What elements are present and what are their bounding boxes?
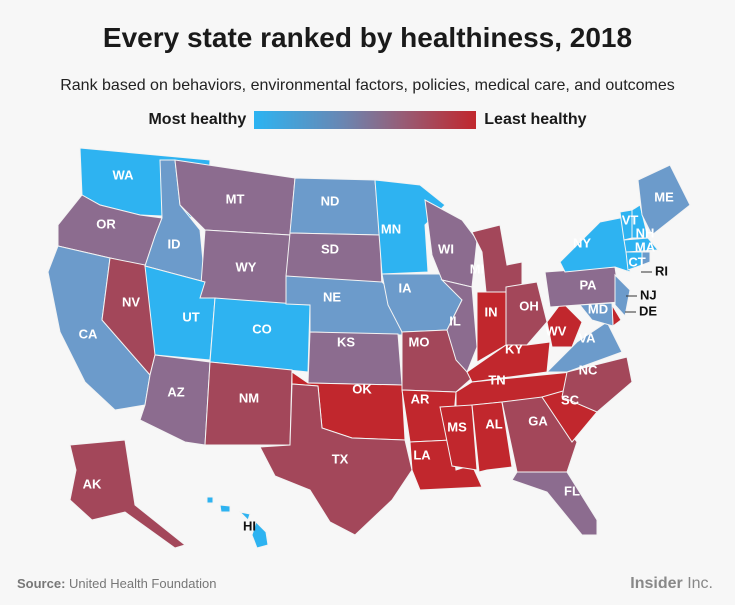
state-label-de: DE	[639, 303, 657, 318]
state-nm	[204, 361, 293, 446]
state-label-il: IL	[449, 313, 461, 328]
state-fl	[511, 471, 598, 536]
state-label-hi: HI	[243, 518, 256, 533]
state-al	[471, 401, 513, 473]
state-label-sd: SD	[321, 241, 339, 256]
source: Source: United Health Foundation	[17, 576, 216, 591]
state-label-ia: IA	[399, 280, 413, 295]
state-ri	[641, 251, 651, 266]
state-ak	[69, 439, 187, 549]
state-label-ct: CT	[628, 254, 645, 269]
state-label-md: MD	[588, 301, 608, 316]
state-oh	[505, 281, 548, 346]
state-label-tn: TN	[488, 372, 505, 387]
state-label-ms: MS	[447, 419, 467, 434]
state-label-ca: CA	[79, 326, 98, 341]
state-label-ne: NE	[323, 289, 341, 304]
state-label-ak: AK	[83, 476, 102, 491]
state-label-me: ME	[654, 189, 674, 204]
state-label-vt: VT	[622, 212, 639, 227]
state-label-ri: RI	[655, 263, 668, 278]
state-label-ga: GA	[528, 413, 548, 428]
state-label-va: VA	[578, 330, 596, 345]
state-label-ma: MA	[635, 239, 656, 254]
state-label-ks: KS	[337, 334, 355, 349]
state-nj	[614, 273, 631, 318]
state-ny	[559, 216, 631, 273]
state-label-tx: TX	[332, 451, 349, 466]
state-label-or: OR	[96, 216, 116, 231]
state-label-wy: WY	[236, 259, 257, 274]
state-me	[637, 164, 691, 236]
state-label-nj: NJ	[640, 287, 657, 302]
brand-logo: Insider Inc.	[630, 575, 713, 593]
legend-left-label: Most healthy	[148, 111, 247, 128]
state-label-wa: WA	[113, 167, 135, 182]
state-hi	[206, 496, 269, 549]
state-nc	[561, 356, 633, 413]
state-ga	[501, 396, 578, 473]
state-label-la: LA	[413, 447, 431, 462]
page-title: Every state ranked by healthiness, 2018	[102, 22, 633, 53]
state-label-fl: FL	[564, 483, 580, 498]
state-label-nh: NH	[636, 225, 655, 240]
state-label-mo: MO	[409, 334, 430, 349]
state-label-az: AZ	[167, 384, 184, 399]
state-label-mn: MN	[381, 221, 401, 236]
state-label-al: AL	[485, 416, 502, 431]
state-label-id: ID	[168, 236, 181, 251]
state-ms	[439, 404, 478, 471]
state-label-ok: OK	[352, 381, 372, 396]
brand-name: Insider	[630, 575, 683, 592]
legend-right-label: Least healthy	[484, 111, 587, 128]
state-label-nd: ND	[321, 193, 340, 208]
state-label-ut: UT	[182, 309, 199, 324]
state-label-mi: MI	[470, 261, 484, 276]
state-ma	[623, 237, 660, 253]
state-label-ky: KY	[505, 341, 523, 356]
source-label: Source:	[17, 576, 66, 591]
state-label-wv: WV	[546, 323, 567, 338]
legend-gradient-bar	[254, 111, 477, 129]
state-mi	[471, 224, 523, 293]
brand-suffix: Inc.	[687, 575, 713, 592]
state-md	[579, 302, 614, 327]
state-label-co: CO	[252, 321, 272, 336]
state-label-oh: OH	[519, 298, 539, 313]
state-label-wi: WI	[438, 241, 454, 256]
state-label-ny: NY	[573, 235, 591, 250]
state-label-nv: NV	[122, 294, 140, 309]
state-label-nc: NC	[579, 362, 598, 377]
subtitle: Rank based on behaviors, environmental f…	[60, 77, 675, 94]
legend: Most healthy Least healthy	[0, 111, 735, 129]
state-label-sc: SC	[561, 392, 580, 407]
source-text: United Health Foundation	[69, 576, 217, 591]
state-il	[440, 279, 478, 373]
state-label-in: IN	[485, 304, 498, 319]
state-label-pa: PA	[579, 277, 597, 292]
state-tx	[259, 383, 413, 536]
state-label-nm: NM	[239, 390, 259, 405]
state-label-mt: MT	[226, 191, 245, 206]
state-label-ar: AR	[411, 391, 430, 406]
